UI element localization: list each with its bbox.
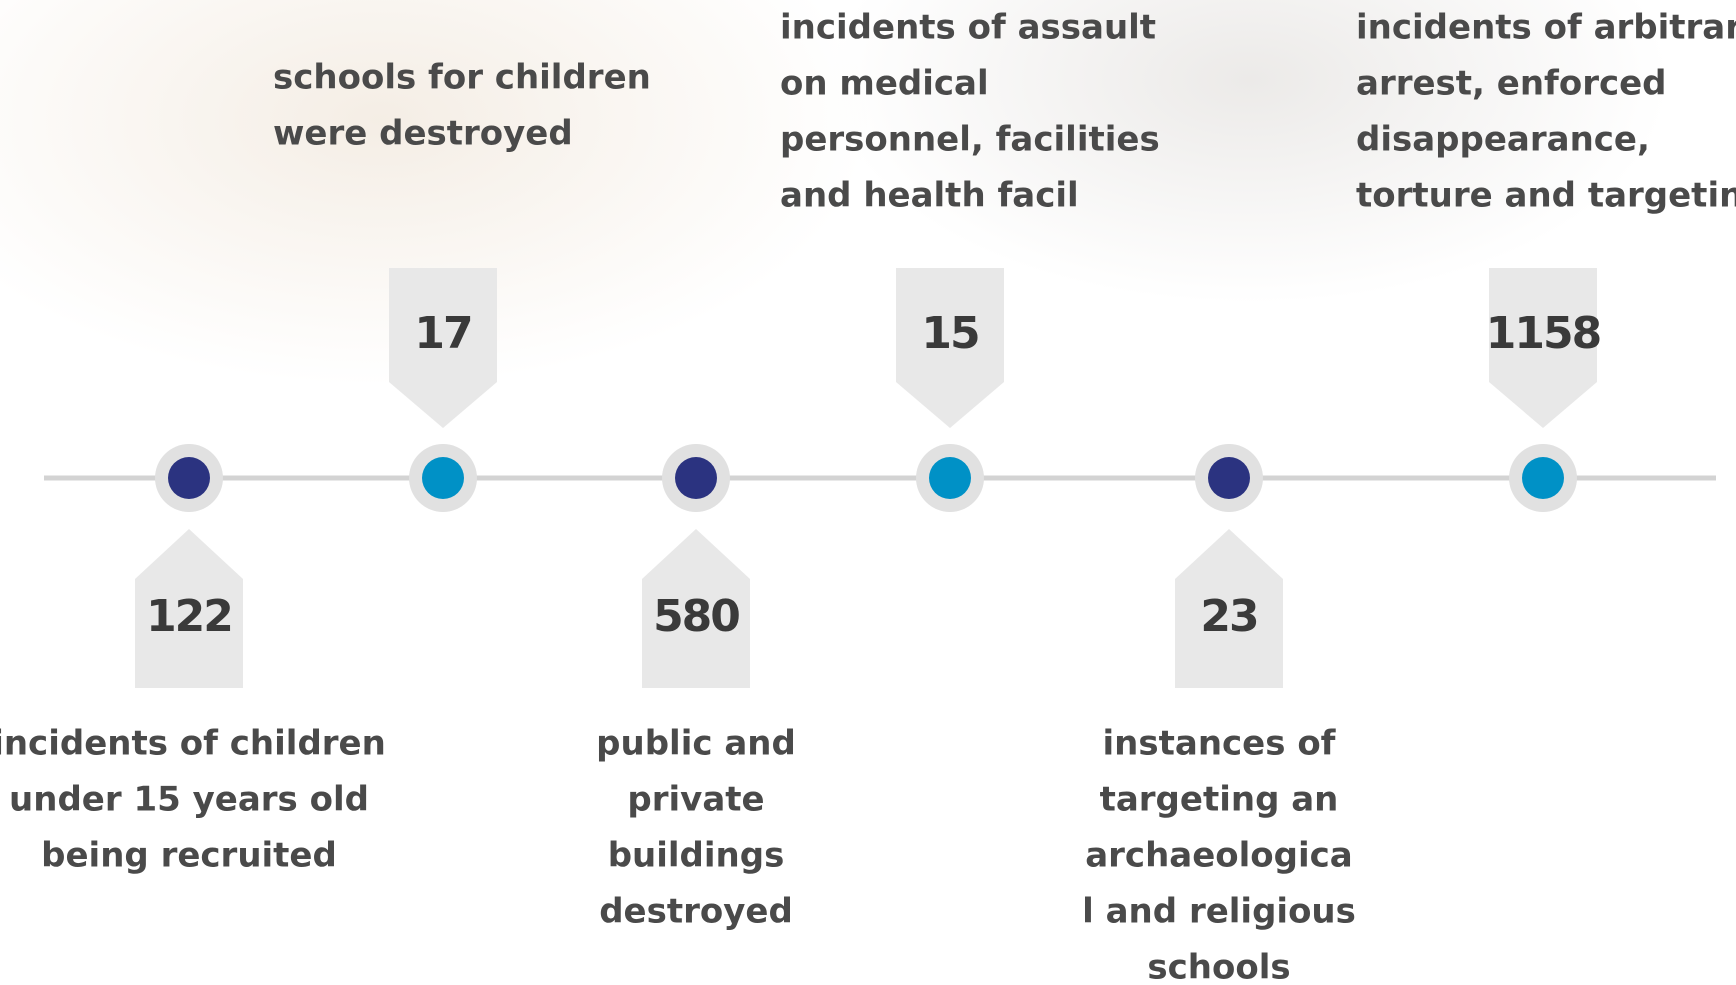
description-line: and health facil — [780, 176, 1079, 216]
number: 122 — [146, 591, 232, 642]
description-line: arrest, enforced — [1356, 64, 1667, 104]
number: 580 — [653, 591, 739, 642]
description-line: on medical — [780, 64, 989, 104]
description-line: instances of — [1103, 724, 1337, 764]
description-line: incidents of children — [0, 724, 386, 764]
timeline-dot — [1208, 457, 1250, 499]
description-line: public and — [596, 724, 796, 764]
description-line: buildings — [608, 836, 785, 876]
description-line: private — [627, 780, 764, 820]
description-line: disappearance, — [1356, 120, 1650, 160]
timeline-dot — [168, 457, 210, 499]
description-line: being recruited — [41, 836, 337, 876]
number: 15 — [921, 308, 978, 359]
description-line: l and religious — [1082, 892, 1356, 932]
timeline-dot — [422, 457, 464, 499]
timeline-infographic: 122 incidents of children under 15 years o… — [0, 0, 1736, 985]
number: 17 — [414, 308, 471, 359]
description-line: targeting an — [1100, 780, 1339, 820]
timeline-dot — [675, 457, 717, 499]
description-line: schools for children — [273, 58, 651, 98]
timeline-dot — [1522, 457, 1564, 499]
timeline-dot — [929, 457, 971, 499]
description-line: incidents of assault — [780, 8, 1156, 48]
description-line: personnel, facilities — [780, 120, 1160, 160]
number: 1158 — [1486, 308, 1600, 359]
description-line: torture and targeting — [1356, 176, 1736, 216]
description-line: schools — [1147, 948, 1290, 985]
description-line: archaeologica — [1085, 836, 1353, 876]
description-line: under 15 years old — [9, 780, 369, 820]
description-line: destroyed — [599, 892, 793, 932]
description-line: incidents of arbitrary — [1356, 8, 1736, 48]
number: 23 — [1200, 591, 1257, 642]
description-line: were destroyed — [273, 114, 573, 154]
